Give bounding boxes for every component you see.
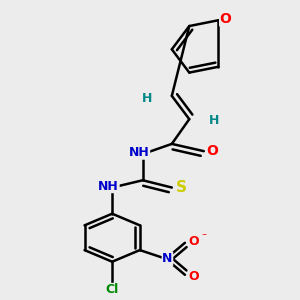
- Text: NH: NH: [98, 180, 119, 193]
- Text: Cl: Cl: [106, 284, 119, 296]
- Text: O: O: [220, 12, 232, 26]
- Text: NH: NH: [129, 146, 150, 159]
- Text: ⁻: ⁻: [202, 232, 207, 242]
- Text: O: O: [207, 144, 218, 158]
- Text: O: O: [188, 270, 199, 283]
- Text: S: S: [176, 180, 187, 195]
- Text: O: O: [188, 235, 199, 248]
- Text: H: H: [209, 114, 219, 127]
- Text: H: H: [142, 92, 152, 105]
- Text: N: N: [162, 252, 172, 265]
